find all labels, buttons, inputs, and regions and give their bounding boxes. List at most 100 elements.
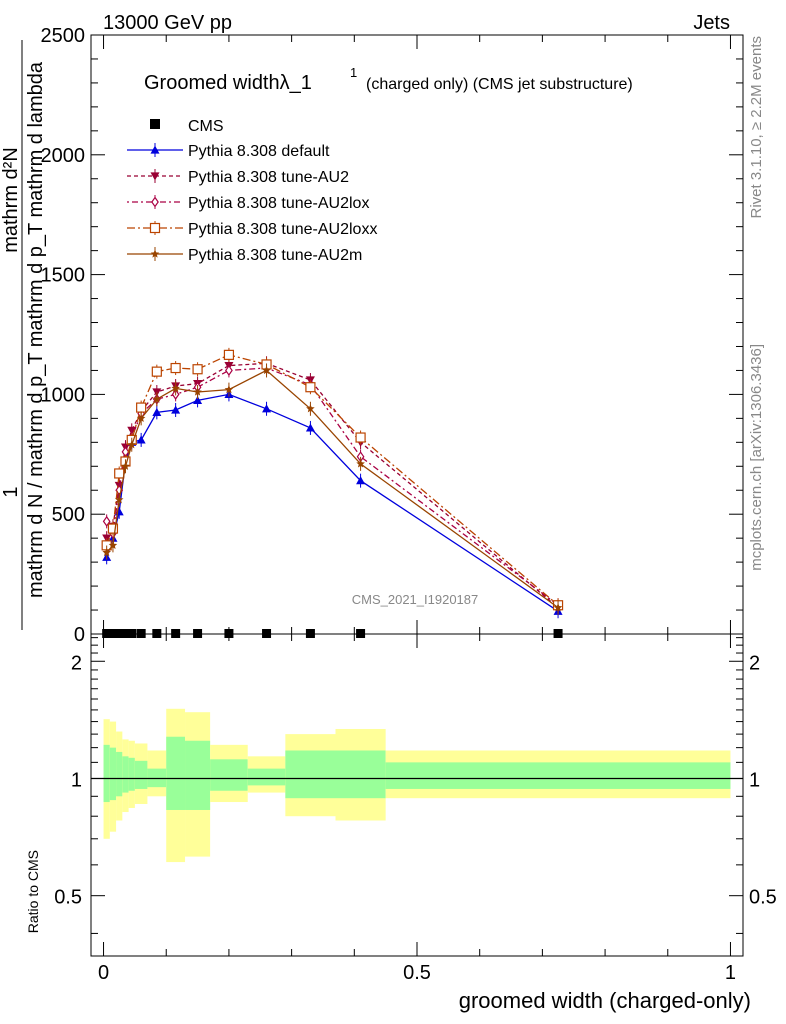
ratio-bands — [103, 708, 731, 863]
ratio-inner-band — [128, 757, 135, 791]
legend-entry: Pythia 8.308 tune-AU2 — [127, 169, 349, 186]
data-point — [225, 364, 233, 376]
legend-label: Pythia 8.308 default — [188, 143, 330, 160]
data-point — [355, 432, 366, 443]
ratio-y-label: Ratio to CMS — [25, 850, 41, 933]
data-point — [305, 382, 316, 393]
legend-entry: Pythia 8.308 tune-AU2m — [127, 247, 362, 264]
ratio-y-tick-label-right: 0.5 — [749, 887, 777, 909]
x-tick-label: 1 — [725, 962, 736, 984]
ratio-inner-band — [335, 750, 386, 799]
ratio-inner-band — [122, 756, 129, 793]
title-subtitle: (charged only) (CMS jet substructure) — [366, 76, 633, 93]
data-point — [151, 366, 162, 377]
data-point — [262, 365, 271, 375]
main-y-tick-label: 500 — [52, 504, 85, 526]
ratio-inner-band — [116, 751, 123, 797]
y-label-top: mathrm d²N — [0, 147, 22, 253]
data-point — [121, 461, 130, 470]
ratio-inner-band — [285, 750, 336, 799]
ratio-inner-band — [109, 747, 117, 801]
data-point — [136, 402, 147, 413]
x-axis-label: groomed width (charged-only) — [459, 988, 751, 1013]
legend: CMS Pythia 8.308 default Pythia 8.308 tune… — [127, 118, 377, 264]
data-point — [152, 407, 162, 416]
data-point — [356, 476, 366, 485]
data-point — [151, 196, 159, 208]
data-point — [170, 362, 181, 374]
ratio-inner-band — [210, 759, 248, 791]
legend-label: Pythia 8.308 tune-AU2lox — [188, 195, 369, 212]
data-point — [150, 249, 160, 258]
data-point — [306, 404, 315, 413]
title-superscript: 1 — [350, 65, 357, 80]
watermark: CMS_2021_I1920187 — [352, 592, 479, 607]
data-point — [136, 435, 146, 444]
main-y-tick-label: 2500 — [41, 25, 86, 47]
legend-entry: Pythia 8.308 tune-AU2lox — [127, 195, 369, 212]
data-point — [102, 548, 111, 557]
data-point — [150, 145, 160, 154]
data-point — [152, 394, 162, 403]
ratio-inner-band — [134, 760, 148, 789]
plot-title: Groomed widthλ_1 1 (charged only) (CMS j… — [144, 65, 633, 94]
series-line — [101, 347, 564, 613]
legend-label: CMS — [188, 118, 224, 135]
legend-label: Pythia 8.308 tune-AU2m — [188, 247, 362, 264]
mcplots-label: mcplots.cern.ch [arXiv:1306.3436] — [748, 344, 765, 571]
data-point — [127, 440, 136, 449]
main-series-group — [101, 347, 564, 619]
series-line — [102, 387, 563, 619]
data-point — [107, 523, 119, 534]
ratio-inner-band — [103, 744, 110, 803]
legend-entry-cms: CMS — [150, 118, 224, 135]
title-main: Groomed widthλ_1 — [144, 72, 312, 94]
data-point — [553, 603, 563, 612]
legend-marker — [150, 119, 160, 129]
main-axis-ticks: 0 500 1000 1500 2000 2500 — [41, 25, 743, 646]
data-point — [136, 413, 146, 422]
header-category: Jets — [693, 12, 730, 34]
data-point — [114, 468, 125, 479]
data-point — [108, 540, 118, 549]
ratio-y-tick-label-right: 1 — [749, 769, 760, 791]
data-point — [171, 383, 180, 393]
main-y-tick-label: 0 — [74, 624, 85, 646]
ratio-inner-band — [166, 736, 186, 810]
legend-entry: Pythia 8.308 default — [127, 143, 330, 160]
ratio-inner-band — [385, 762, 731, 789]
rivet-label: Rivet 3.1.10, ≥ 2.2M events — [748, 36, 765, 219]
y-label-numerator: 1 — [0, 486, 22, 497]
data-point — [193, 387, 202, 396]
header-energy: 13000 GeV pp — [103, 12, 232, 34]
legend-entry: Pythia 8.308 tune-AU2loxx — [127, 221, 377, 238]
data-point — [114, 495, 124, 504]
data-point — [149, 222, 161, 234]
x-tick-label: 0 — [98, 962, 109, 984]
y-label-denominator: mathrm d N / mathrm d p_T mathrm d p_T m… — [25, 61, 47, 598]
ratio-inner-band — [247, 768, 286, 786]
main-y-axis-label: 1 mathrm d²N mathrm d N / mathrm d p_T m… — [0, 40, 47, 630]
data-point — [193, 395, 203, 404]
legend-label: Pythia 8.308 tune-AU2 — [188, 169, 349, 186]
ratio-y-tick-label: 2 — [71, 652, 82, 674]
ratio-y-tick-label: 0.5 — [54, 887, 82, 909]
legend-label: Pythia 8.308 tune-AU2loxx — [188, 221, 377, 238]
main-y-tick-label: 1500 — [41, 265, 86, 287]
data-point — [305, 423, 315, 432]
series-line — [102, 361, 562, 613]
data-point — [192, 364, 203, 375]
data-point — [223, 349, 235, 360]
main-y-tick-label: 2000 — [41, 145, 86, 167]
data-point — [150, 172, 160, 181]
data-point — [171, 405, 181, 414]
ratio-inner-band — [185, 740, 211, 810]
series-line — [102, 363, 563, 615]
ratio-y-tick-label: 1 — [71, 769, 82, 791]
x-tick-label: 0.5 — [403, 962, 431, 984]
main-y-tick-label: 1000 — [41, 384, 86, 406]
data-point — [356, 459, 365, 468]
data-point — [262, 404, 272, 413]
data-point — [224, 385, 234, 394]
